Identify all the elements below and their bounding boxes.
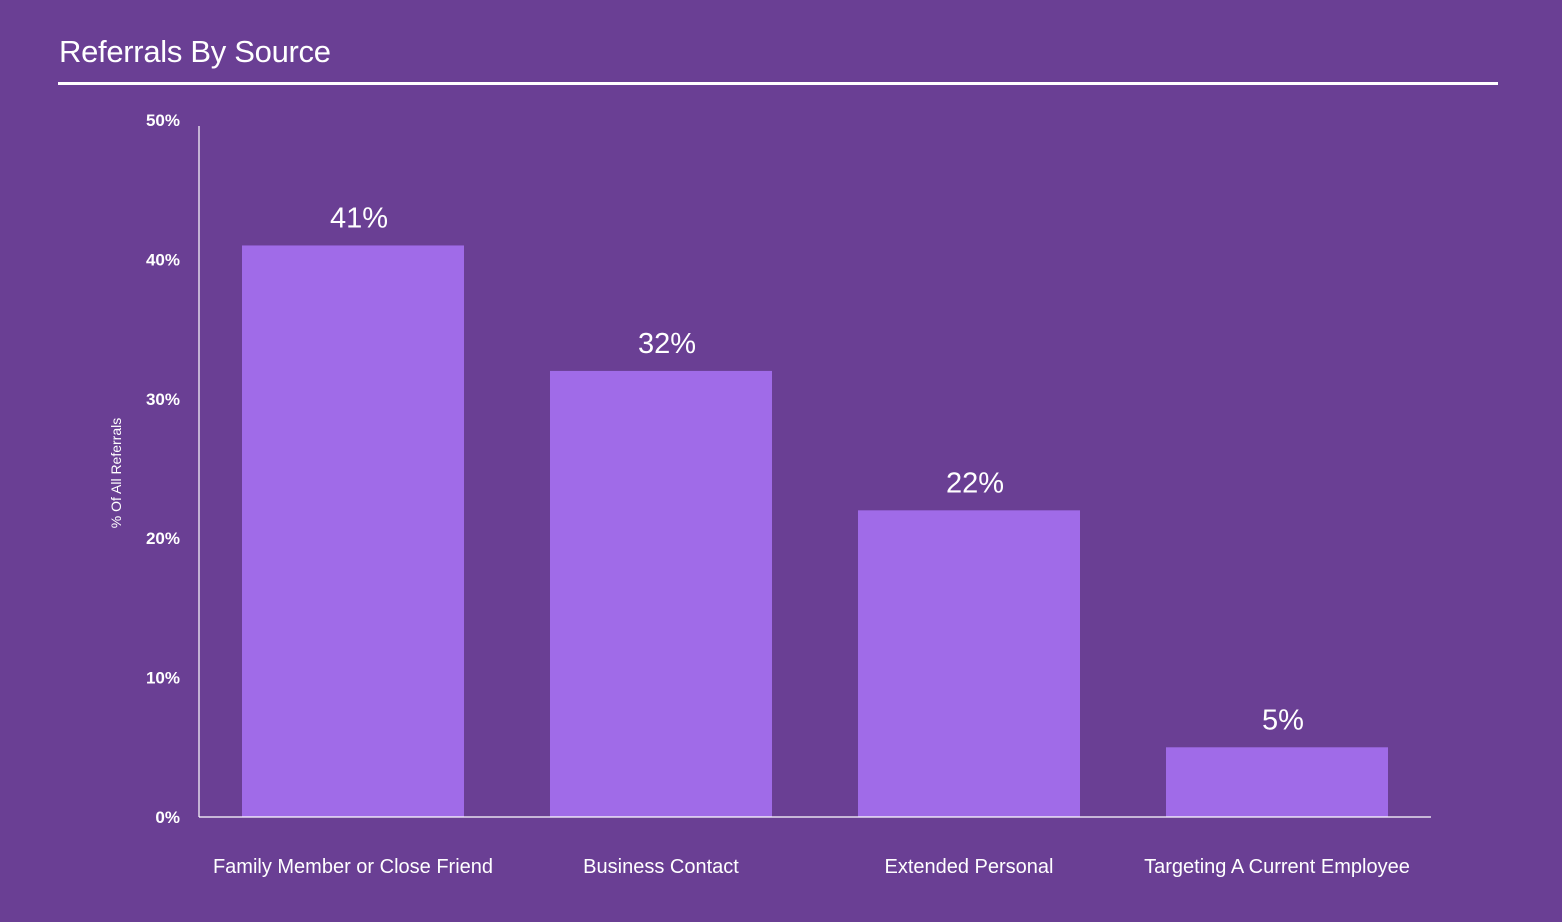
y-axis-title: % Of All Referrals <box>108 418 124 528</box>
y-tick-label: 30% <box>146 390 180 409</box>
bar <box>1166 747 1388 817</box>
bar <box>858 510 1080 817</box>
bar <box>242 245 464 817</box>
y-tick-label: 10% <box>146 669 180 688</box>
data-label: 32% <box>638 328 696 360</box>
data-labels: 41% 32% 22% 5% <box>330 202 1304 736</box>
category-labels: Family Member or Close Friend Business Co… <box>213 856 1410 878</box>
chart-title: Referrals By Source <box>59 34 331 69</box>
data-label: 5% <box>1262 704 1304 736</box>
y-tick-label: 40% <box>146 250 180 269</box>
x-category-label: Extended Personal <box>884 856 1053 878</box>
bars <box>242 245 1388 817</box>
y-tick-label: 0% <box>155 808 180 827</box>
x-category-label: Targeting A Current Employee <box>1144 856 1410 878</box>
title-divider <box>58 82 1498 85</box>
y-tick-label: 50% <box>146 111 180 130</box>
y-tick-label: 20% <box>146 529 180 548</box>
bar <box>550 370 772 817</box>
data-label: 41% <box>330 202 388 234</box>
x-category-label: Business Contact <box>583 856 739 878</box>
data-label: 22% <box>946 467 1004 499</box>
y-axis-ticks: 0% 10% 20% 30% 40% 50% <box>146 111 180 827</box>
x-category-label: Family Member or Close Friend <box>213 856 493 878</box>
